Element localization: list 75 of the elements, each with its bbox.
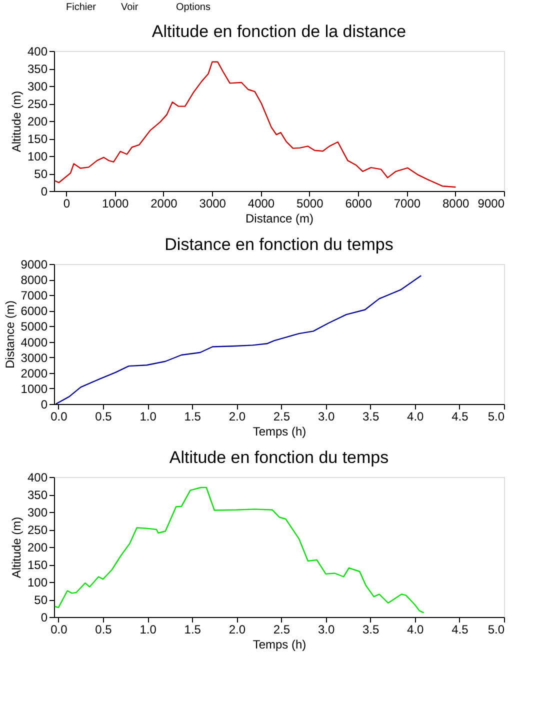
x-tick-label: 1.0 — [140, 622, 157, 636]
x-tick-label: 4.5 — [452, 622, 469, 636]
y-tick-label: 0 — [40, 610, 48, 624]
x-axis-title: Temps (h) — [252, 638, 306, 652]
x-tick-label: 2.0 — [228, 410, 246, 424]
x-tick-label: 2.0 — [228, 622, 246, 636]
y-tick-label: 50 — [34, 167, 48, 181]
x-tick-label: 4000 — [248, 196, 275, 210]
y-tick-label: 200 — [27, 114, 48, 128]
y-tick-label: 5000 — [20, 320, 48, 334]
x-tick-label: 4.0 — [407, 622, 424, 636]
x-axis-title: Distance (m) — [245, 212, 314, 226]
y-tick-label: 300 — [27, 506, 48, 520]
y-tick-label: 7000 — [20, 288, 48, 303]
y-axis-title: Altitude (m) — [9, 90, 24, 152]
y-tick-label: 8000 — [20, 273, 48, 288]
text: Fichier — [66, 2, 97, 13]
x-tick-label: 0.5 — [95, 410, 112, 424]
y-tick-label: 0 — [40, 398, 48, 412]
x-tick-label: 0 — [63, 196, 70, 210]
x-tick-label: 1.5 — [184, 622, 202, 636]
y-tick-label: 250 — [27, 523, 48, 537]
y-tick-label: 4000 — [20, 335, 48, 350]
x-tick-label: 2000 — [150, 196, 178, 210]
x-tick-label: 4.0 — [407, 410, 424, 424]
x-tick-label: 0.0 — [50, 622, 68, 636]
x-tick-label: 0.5 — [95, 622, 112, 636]
x-tick-label: 1.0 — [140, 410, 157, 424]
text: Options — [176, 2, 210, 13]
x-tick-label: 3.5 — [362, 622, 380, 636]
x-tick-label: 3.0 — [318, 622, 335, 636]
chart-title: Altitude en fonction du temps — [169, 448, 389, 467]
y-axis-title: Distance (m) — [2, 300, 17, 369]
x-axis-title: Temps (h) — [252, 424, 306, 438]
y-tick-label: 6000 — [20, 304, 48, 318]
x-tick-label: 2.5 — [273, 410, 290, 424]
chart-title: Distance en fonction du temps — [164, 235, 394, 254]
line-series — [54, 61, 456, 188]
y-tick-label: 1000 — [20, 382, 48, 396]
x-tick-label: 3000 — [199, 196, 226, 210]
x-tick-label: 5.0 — [488, 410, 505, 424]
y-tick-label: 100 — [27, 150, 48, 164]
text: Voir — [121, 2, 139, 13]
y-tick-label: 2000 — [20, 366, 48, 380]
y-tick-label: 200 — [27, 540, 48, 554]
chart-title: Altitude en fonction de la distance — [152, 22, 406, 41]
y-tick-label: 100 — [27, 576, 48, 590]
y-tick-label: 350 — [27, 488, 48, 502]
y-tick-label: 400 — [27, 44, 48, 58]
line-series — [55, 275, 422, 404]
y-tick-label: 3000 — [20, 350, 48, 365]
y-tick-label: 9000 — [20, 258, 48, 272]
y-tick-label: 250 — [27, 97, 48, 111]
y-tick-label: 350 — [27, 62, 48, 76]
y-tick-label: 300 — [27, 80, 48, 94]
y-tick-label: 50 — [34, 593, 48, 607]
x-tick-label: 4.5 — [452, 410, 469, 424]
x-tick-label: 5000 — [296, 196, 324, 210]
x-tick-label: 1000 — [102, 196, 129, 210]
x-tick-label: 3.0 — [318, 410, 335, 424]
y-tick-label: 0 — [40, 184, 48, 198]
x-tick-label: 6000 — [345, 196, 372, 210]
y-axis-title: Altitude (m) — [9, 516, 24, 578]
x-tick-label: 5.0 — [488, 622, 505, 636]
x-tick-label: 7000 — [394, 196, 421, 210]
x-tick-label: 9000 — [478, 196, 505, 210]
x-tick-label: 8000 — [442, 196, 470, 210]
y-tick-label: 150 — [27, 132, 48, 146]
x-tick-label: 3.5 — [362, 410, 380, 424]
y-tick-label: 150 — [27, 558, 48, 572]
line-series — [54, 486, 424, 614]
x-tick-label: 0.0 — [50, 410, 68, 424]
y-tick-label: 400 — [27, 470, 48, 484]
x-tick-label: 1.5 — [184, 410, 202, 424]
x-tick-label: 2.5 — [273, 622, 290, 636]
